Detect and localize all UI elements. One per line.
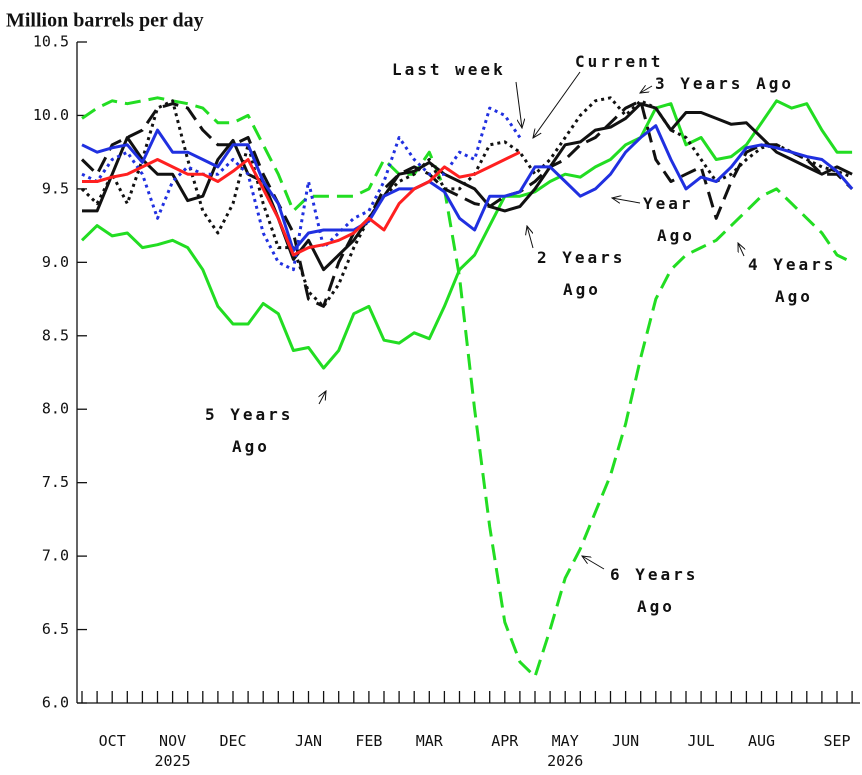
- annotation-arrow: [533, 71, 581, 138]
- annotation: 5 Years Ago: [205, 405, 293, 456]
- annotation-arrow: [738, 243, 744, 257]
- y-tick-label: 6.5: [42, 620, 69, 638]
- chart-title: Million barrels per day: [6, 10, 204, 32]
- annotation: Current: [575, 52, 663, 71]
- series-line: [81, 96, 853, 679]
- x-tick-label: MAY 2026: [547, 732, 583, 770]
- annotation: 6 Years Ago: [610, 565, 698, 616]
- series-line: [80, 99, 853, 370]
- x-tick-label: DEC: [219, 732, 246, 750]
- x-tick-label: NOV 2025: [155, 732, 191, 770]
- x-tick-label: AUG: [748, 732, 775, 750]
- annotation: 3 Years Ago: [655, 74, 794, 93]
- annotation-arrow: [640, 86, 653, 93]
- x-tick-label: MAR: [416, 732, 444, 750]
- x-tick-label: FEB: [355, 732, 382, 750]
- y-tick-label: 7.0: [42, 547, 69, 565]
- y-tick-label: 10.0: [33, 106, 69, 124]
- annotation: Last week: [392, 60, 506, 79]
- y-tick-label: 9.0: [42, 253, 69, 271]
- y-tick-label: 7.5: [42, 473, 69, 491]
- series-line: [80, 99, 854, 308]
- series-line: [82, 102, 853, 272]
- annotation-arrow: [319, 391, 326, 405]
- annotation-arrow: [515, 81, 522, 128]
- x-tick-label: APR: [491, 732, 519, 750]
- x-tick-label: JUN: [612, 732, 639, 750]
- x-tick-label: JAN: [295, 732, 322, 750]
- y-tick-label: 8.0: [42, 400, 69, 418]
- y-tick-label: 6.0: [42, 694, 69, 712]
- series-line: [82, 150, 521, 257]
- y-tick-label: 9.5: [42, 179, 69, 197]
- series-line: [80, 96, 853, 308]
- annotation-arrow: [527, 226, 534, 249]
- annotation: Year Ago: [643, 194, 695, 245]
- x-tick-label: SEP: [823, 732, 850, 750]
- annotation: 2 Years Ago: [537, 248, 625, 299]
- x-tick-label: JUL: [688, 732, 715, 750]
- annotation-arrow: [612, 198, 641, 203]
- series-line: [81, 124, 854, 253]
- y-tick-label: 8.5: [42, 326, 69, 344]
- annotation-arrow: [582, 556, 605, 570]
- y-tick-label: 10.5: [33, 33, 69, 51]
- annotation: 4 Years Ago: [748, 255, 836, 306]
- x-tick-label: OCT: [99, 732, 126, 750]
